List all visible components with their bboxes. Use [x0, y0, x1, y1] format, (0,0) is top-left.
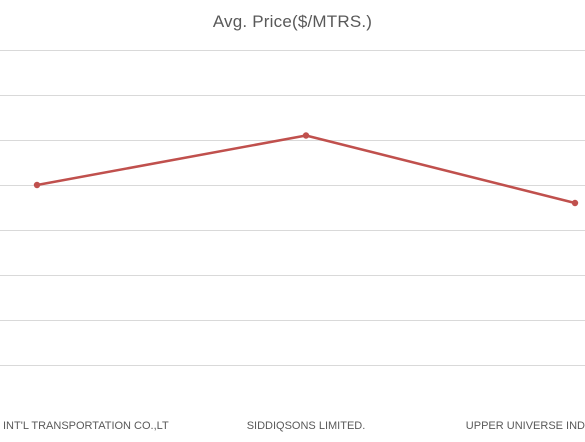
x-tick-label: INT'L TRANSPORTATION CO.,LT — [3, 420, 169, 432]
x-tick-label: UPPER UNIVERSE IND — [466, 420, 585, 432]
data-point — [571, 199, 579, 207]
data-point — [302, 132, 310, 139]
data-point — [33, 181, 41, 189]
chart-title: Avg. Price($/MTRS.) — [212, 12, 373, 31]
series-line — [36, 134, 576, 205]
x-tick-label: SIDDIQSONS LIMITED. — [247, 420, 366, 432]
